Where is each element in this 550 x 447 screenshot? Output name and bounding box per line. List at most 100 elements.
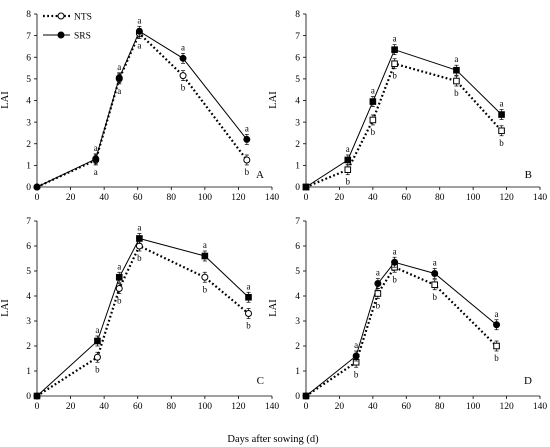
x-tick-label: 80 [167,193,177,203]
data-point-nts [391,60,398,68]
panel-letter: B [525,169,532,181]
data-point-srs [391,258,399,266]
panel-letter: A [256,169,264,181]
significance-label: a [181,42,185,52]
y-tick-label: 1 [26,162,31,172]
significance-label: a [247,281,251,291]
data-point-nts [369,116,377,124]
x-tick-label: 120 [499,193,514,203]
data-point-nts [115,285,123,292]
y-tick-label: 5 [26,75,31,85]
significance-label: b [203,284,208,294]
legend-marker-srs [57,31,65,39]
legend-label-srs: SRS [74,32,91,42]
series-line-srs [305,49,502,188]
x-tick-label: 80 [167,402,177,412]
significance-label: b [499,138,504,148]
y-axis-title: LAI [268,91,279,109]
x-tick-label: 40 [368,402,378,412]
significance-label: b [392,274,397,284]
y-axis-title: LAI [0,91,11,109]
data-point-srs [344,156,352,164]
y-tick-label: 4 [295,97,300,107]
series-line-nts [305,62,503,189]
y-tick-label: 0 [295,392,300,402]
data-point-srs [33,183,41,191]
y-tick-label: 4 [26,292,31,302]
data-point-srs [302,392,310,400]
y-tick-label: 2 [295,342,300,352]
x-tick-label: 140 [533,402,548,412]
significance-label: a [346,144,350,154]
series-line-nts [305,265,498,397]
significance-label: a [94,167,98,177]
data-point-srs [493,321,501,329]
x-tick-label: 40 [99,193,109,203]
y-tick-label: 3 [295,118,300,128]
significance-label: a [137,15,141,25]
significance-label: a [94,143,98,153]
series-line-nts [36,31,248,188]
y-tick-label: 7 [26,32,31,42]
x-tick-label: 60 [402,193,412,203]
y-tick-label: 6 [26,242,31,252]
x-tick-label: 20 [335,193,345,203]
data-point-srs [92,155,100,163]
y-axis-title: LAI [268,299,279,317]
y-tick-label: 3 [26,118,31,128]
y-tick-label: 7 [295,217,300,227]
y-tick-label: 7 [295,32,300,42]
legend-label-nts: NTS [74,13,92,23]
y-tick-label: 6 [295,242,300,252]
y-tick-label: 1 [295,162,300,172]
data-point-nts [453,77,460,85]
significance-label: a [454,54,458,64]
significance-label: a [433,258,437,268]
significance-label: b [117,296,122,306]
y-tick-label: 0 [26,183,31,193]
significance-label: b [137,253,142,263]
x-tick-label: 60 [133,193,143,203]
data-point-srs [94,337,101,345]
x-tick-label: 40 [99,402,109,412]
x-tick-label: 100 [466,193,481,203]
data-point-nts [493,342,500,350]
data-point-nts [93,353,101,361]
data-point-nts [179,72,187,80]
significance-label: b [432,292,437,302]
x-tick-label: 100 [466,402,481,412]
x-tick-label: 120 [499,402,514,412]
y-tick-label: 4 [26,97,31,107]
x-tick-label: 100 [198,193,213,203]
x-tick-label: 80 [435,193,445,203]
significance-label: a [500,99,504,109]
data-point-nts [344,166,352,173]
significance-label: b [392,71,397,81]
x-tick-label: 100 [198,402,213,412]
data-point-srs [179,54,187,62]
y-tick-label: 0 [295,183,300,193]
x-tick-label: 20 [66,402,76,412]
y-tick-label: 1 [295,367,300,377]
significance-label: b [376,301,381,311]
y-tick-label: 2 [26,140,31,150]
data-point-nts [245,310,252,317]
data-point-srs [33,392,41,400]
y-tick-label: 3 [26,317,31,327]
y-tick-label: 0 [26,392,31,402]
data-point-srs [498,111,505,118]
data-point-srs [352,352,360,360]
x-tick-label: 0 [35,193,40,203]
y-tick-label: 4 [295,292,300,302]
x-tick-label: 140 [265,402,280,412]
significance-label: b [494,353,499,363]
significance-label: a [354,340,358,350]
series-line-srs [305,261,497,397]
data-point-srs [115,74,123,82]
significance-label: a [495,309,499,319]
significance-label: a [117,261,121,271]
significance-label: a [137,40,141,50]
data-point-srs [135,27,143,35]
